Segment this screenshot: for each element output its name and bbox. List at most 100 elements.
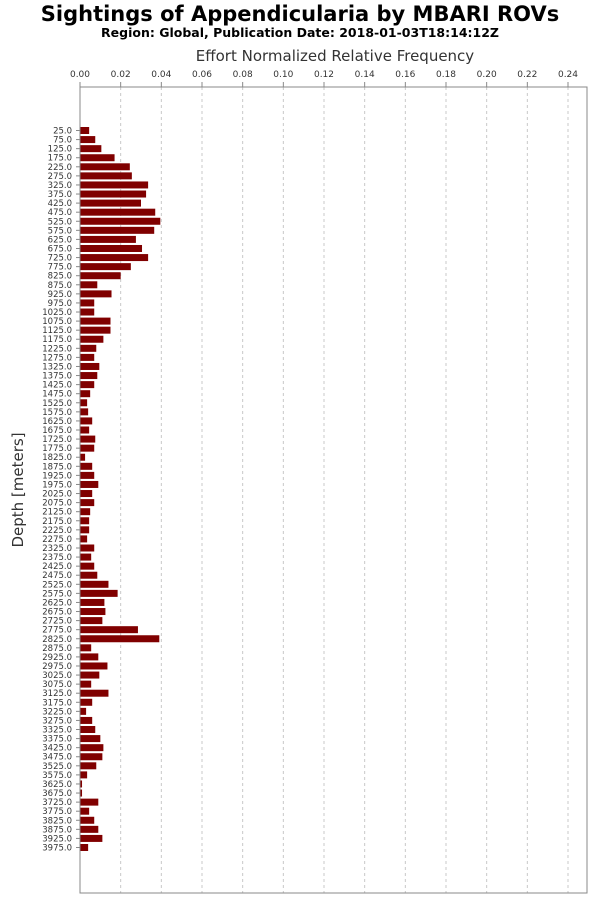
y-tick-label: 3975.0 — [42, 844, 72, 854]
bar — [80, 798, 99, 806]
y-tick-label: 2075.0 — [42, 499, 72, 509]
bar — [80, 844, 89, 851]
y-tick-label: 75.0 — [53, 136, 72, 146]
y-tick-label: 3675.0 — [42, 789, 72, 799]
y-tick-label: 1775.0 — [42, 444, 72, 454]
y-tick-label: 1975.0 — [42, 480, 72, 490]
bar — [80, 353, 95, 361]
bar — [80, 335, 104, 343]
y-tick-label: 3575.0 — [42, 771, 72, 781]
bar — [80, 127, 90, 134]
bar — [80, 753, 103, 761]
bar — [80, 635, 160, 643]
bar — [80, 716, 93, 724]
bar — [80, 535, 88, 543]
y-tick-label: 1375.0 — [42, 372, 72, 382]
y-tick-label: 1675.0 — [42, 426, 72, 436]
y-tick-label: 1625.0 — [42, 417, 72, 427]
y-axis-label: Depth [meters] — [9, 432, 27, 547]
y-tick-label: 175.0 — [48, 154, 72, 164]
y-tick-label: 2575.0 — [42, 589, 72, 599]
y-tick-label: 2475.0 — [42, 571, 72, 581]
bar — [80, 444, 95, 452]
bar — [80, 608, 106, 616]
y-tick-label: 1125.0 — [42, 326, 72, 336]
bar — [80, 707, 87, 715]
bar — [80, 762, 97, 770]
bar — [80, 372, 98, 380]
y-tick-label: 2225.0 — [42, 526, 72, 536]
bar — [80, 589, 118, 597]
y-tick-label: 575.0 — [48, 226, 72, 236]
y-tick-label: 1275.0 — [42, 353, 72, 363]
bar — [80, 362, 100, 370]
x-tick-label: 0.20 — [477, 70, 497, 80]
y-tick-label: 275.0 — [48, 172, 72, 182]
bar — [80, 453, 86, 461]
y-tick-label: 875.0 — [48, 281, 72, 291]
bar — [80, 571, 98, 579]
y-tick-label: 3275.0 — [42, 716, 72, 726]
y-tick-label: 3125.0 — [42, 689, 72, 699]
y-tick-label: 1925.0 — [42, 471, 72, 481]
bar — [80, 426, 90, 434]
bar — [80, 235, 136, 243]
bar — [80, 272, 121, 280]
bar — [80, 726, 96, 734]
chart-subtitle: Region: Global, Publication Date: 2018-0… — [101, 25, 499, 40]
y-tick-label: 3825.0 — [42, 816, 72, 826]
bar — [80, 671, 100, 679]
x-tick-label: 0.08 — [233, 70, 253, 80]
y-tick-label: 2825.0 — [42, 635, 72, 645]
x-tick-label: 0.14 — [355, 70, 375, 80]
bar — [80, 580, 109, 588]
x-tick-label: 0.22 — [517, 70, 537, 80]
chart-title: Sightings of Appendicularia by MBARI ROV… — [40, 2, 560, 26]
y-tick-label: 625.0 — [48, 235, 72, 245]
y-tick-label: 975.0 — [48, 299, 72, 309]
x-tick-label: 0.16 — [395, 70, 415, 80]
bar — [80, 689, 109, 697]
bar — [80, 417, 93, 425]
y-tick-label: 3225.0 — [42, 707, 72, 717]
bar — [80, 526, 90, 534]
y-tick-label: 2325.0 — [42, 544, 72, 554]
bar — [80, 553, 92, 561]
x-axis-label: Effort Normalized Relative Frequency — [196, 47, 475, 65]
bar — [80, 471, 95, 479]
y-tick-label: 2725.0 — [42, 617, 72, 627]
bar — [80, 744, 104, 752]
x-ticks: 0.00 0.02 0.04 0.06 0.08 0.10 0.12 0.14 0.16 0.18… — [70, 70, 578, 87]
x-tick-label: 0.04 — [151, 70, 171, 80]
y-tick-label: 1825.0 — [42, 453, 72, 463]
bar — [80, 626, 138, 634]
y-tick-label: 3875.0 — [42, 825, 72, 835]
y-tick-label: 1325.0 — [42, 362, 72, 372]
bar — [80, 326, 111, 334]
y-tick-label: 1875.0 — [42, 462, 72, 472]
y-tick-label: 3025.0 — [42, 671, 72, 681]
y-tick-label: 2275.0 — [42, 535, 72, 545]
bar — [80, 499, 95, 507]
y-tick-label: 125.0 — [48, 145, 72, 155]
y-tick-label: 1575.0 — [42, 408, 72, 418]
bar — [80, 399, 88, 407]
bar — [80, 780, 83, 788]
bar — [80, 598, 105, 606]
y-tick-label: 1725.0 — [42, 435, 72, 445]
bar — [80, 698, 93, 706]
bar — [80, 544, 95, 552]
y-tick-label: 475.0 — [48, 208, 72, 218]
bar — [80, 653, 99, 661]
bar — [80, 172, 132, 180]
y-tick-label: 2525.0 — [42, 580, 72, 590]
y-tick-label: 2675.0 — [42, 608, 72, 618]
bar — [80, 181, 149, 189]
bar — [80, 771, 88, 779]
grid-lines — [120, 87, 569, 893]
y-tick-label: 825.0 — [48, 272, 72, 282]
bar — [80, 480, 99, 488]
bar — [80, 490, 93, 498]
bar — [80, 281, 98, 289]
